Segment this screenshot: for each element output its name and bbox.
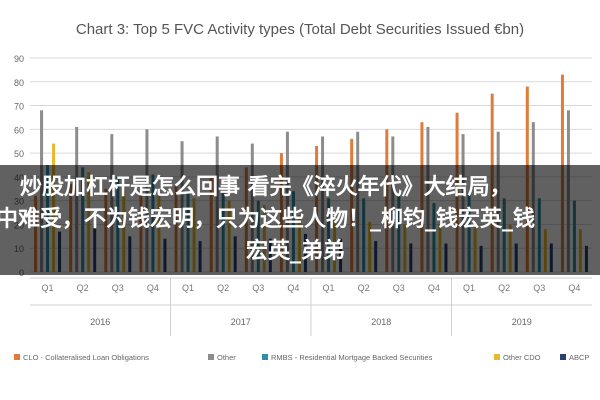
legend-label: ABCP bbox=[569, 353, 589, 362]
chart-title: Chart 3: Top 5 FVC Activity types (Total… bbox=[76, 21, 524, 38]
x-group-label: 2018 bbox=[371, 317, 391, 327]
x-tick-label: Q1 bbox=[42, 283, 54, 293]
legend-swatch bbox=[262, 354, 268, 360]
y-tick-label: 50 bbox=[14, 149, 24, 159]
x-axis-groups: 2016 2017 2018 2019 bbox=[30, 277, 592, 336]
x-tick-label: Q3 bbox=[393, 283, 405, 293]
x-tick-label: Q2 bbox=[358, 283, 370, 293]
legend-label: Other bbox=[217, 353, 236, 362]
x-tick-label: Q2 bbox=[217, 283, 229, 293]
legend-label: CLO - Collateralised Loan Obligations bbox=[23, 353, 149, 362]
x-tick-label: Q3 bbox=[533, 283, 545, 293]
legend-label: RMBS - Residential Mortgage Backed Secur… bbox=[271, 353, 433, 362]
x-tick-label: Q4 bbox=[428, 283, 440, 293]
caption-overlay: 炒股加杠杆是怎么回事 看完《淬火年代》大结局， 中难受，不为钱宏明，只为这些人物… bbox=[0, 165, 600, 275]
x-tick-label: Q2 bbox=[498, 283, 510, 293]
legend-swatch bbox=[14, 354, 20, 360]
x-tick-label: Q2 bbox=[77, 283, 89, 293]
overlay-line-2: 中难受，不为钱宏明，只为这些人物！_柳钧_钱宏英_钱 bbox=[0, 207, 536, 232]
x-tick-label: Q3 bbox=[112, 283, 124, 293]
x-tick-label: Q4 bbox=[147, 283, 159, 293]
x-group-label: 2019 bbox=[512, 317, 532, 327]
x-tick-label: Q3 bbox=[252, 283, 264, 293]
legend-swatch bbox=[560, 354, 566, 360]
x-tick-label: Q1 bbox=[323, 283, 335, 293]
x-tick-label: Q4 bbox=[568, 283, 580, 293]
x-tick-label: Q4 bbox=[287, 283, 299, 293]
x-tick-label: Q1 bbox=[463, 283, 475, 293]
overlay-line-3: 宏英_弟弟 bbox=[246, 239, 346, 264]
legend-swatch bbox=[494, 354, 500, 360]
legend-swatch bbox=[208, 354, 214, 360]
x-tick-label: Q1 bbox=[182, 283, 194, 293]
y-tick-label: 90 bbox=[14, 54, 24, 64]
y-tick-label: 70 bbox=[14, 102, 24, 112]
legend: CLO - Collateralised Loan Obligations Oth… bbox=[14, 353, 589, 362]
legend-label: Other CDO bbox=[503, 353, 541, 362]
y-tick-label: 60 bbox=[14, 125, 24, 135]
x-axis-ticks: Q1 Q2 Q3 Q4 Q1 Q2 Q3 Q4 Q1 Q2 Q3 Q4 Q1 Q2 Q3 Q4 bbox=[42, 283, 581, 293]
y-tick-label: 80 bbox=[14, 78, 24, 88]
overlay-line-1: 炒股加杠杆是怎么回事 看完《淬火年代》大结局， bbox=[20, 175, 512, 200]
x-group-label: 2016 bbox=[90, 317, 110, 327]
x-group-label: 2017 bbox=[231, 317, 251, 327]
